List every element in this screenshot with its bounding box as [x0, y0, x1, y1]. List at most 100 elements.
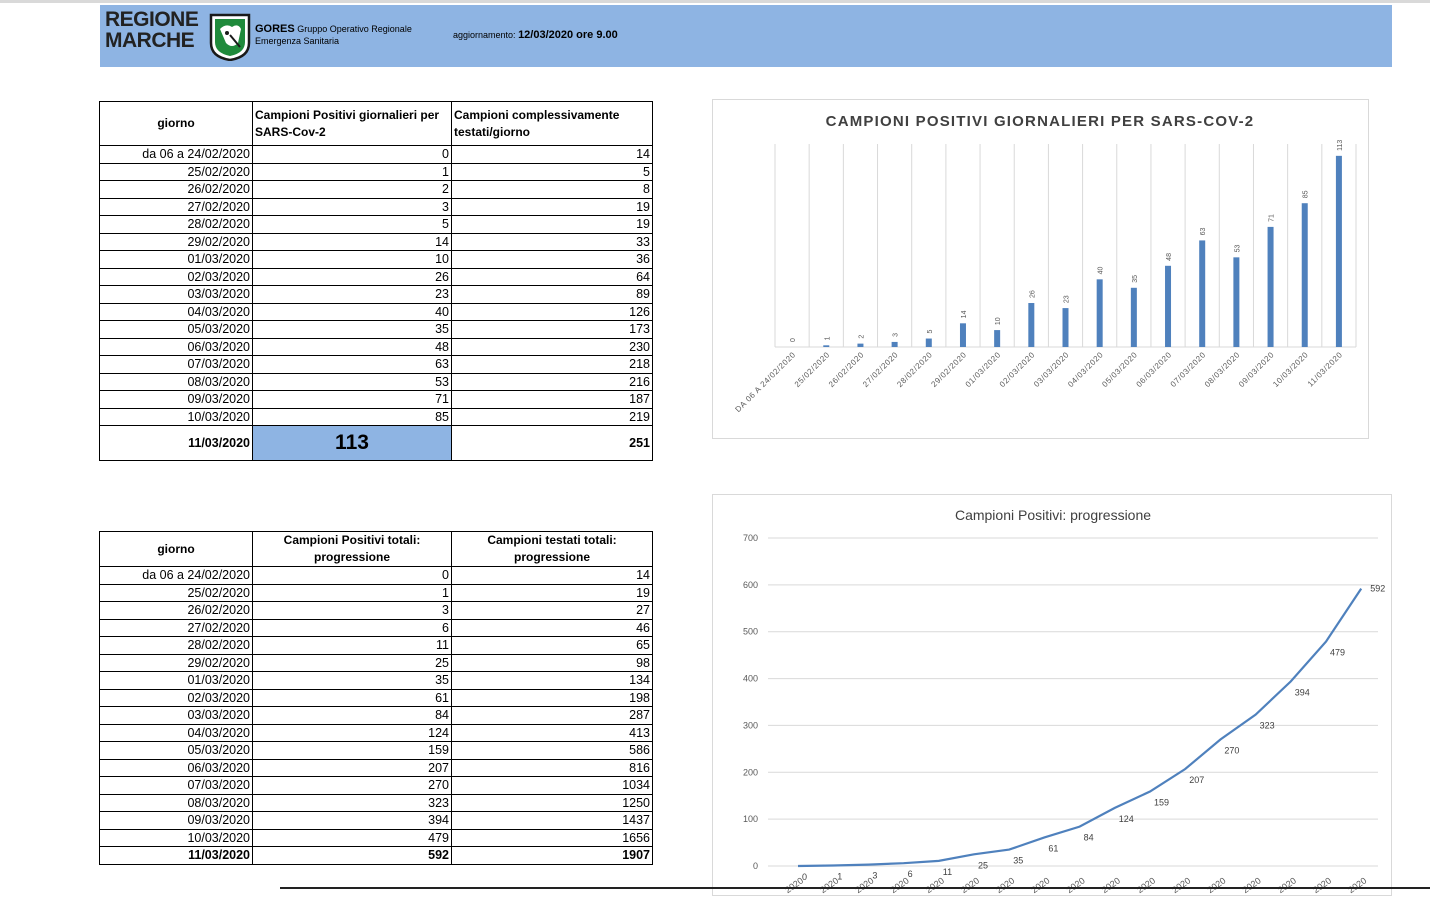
- row-positivi: 270: [252, 776, 452, 795]
- row-date: 29/02/2020: [99, 232, 253, 251]
- row-testati: 14: [451, 145, 653, 164]
- update-info: aggiornamento: 12/03/2020 ore 9.00: [453, 29, 618, 41]
- data-label: 479: [1330, 648, 1345, 658]
- data-label: 25: [978, 860, 988, 870]
- row-date: 04/03/2020: [99, 302, 253, 321]
- x-tick-label: 28/02/2020: [895, 350, 934, 389]
- row-testati: 19: [451, 197, 653, 216]
- table-row: 09/03/2020 394 1437: [99, 811, 653, 830]
- row-positivi: 479: [252, 828, 452, 847]
- row-date: da 06 a 24/02/2020: [99, 145, 253, 164]
- gores-sub2: Emergenza Sanitaria: [255, 36, 340, 46]
- data-label: 6: [908, 869, 913, 879]
- row-testati: 1437: [451, 811, 653, 830]
- data-label: 592: [1370, 584, 1385, 594]
- bar: [857, 343, 864, 347]
- row-positivi: 1: [252, 162, 452, 181]
- row-positivi: 5: [252, 215, 452, 234]
- table-row: 29/02/2020 25 98: [99, 653, 653, 672]
- row-positivi: 159: [252, 741, 452, 760]
- row-testati: 1034: [451, 776, 653, 795]
- data-label: 2: [858, 335, 865, 339]
- x-tick-label: 2020: [1135, 875, 1157, 895]
- row-date: 02/03/2020: [99, 688, 253, 707]
- table-row: 02/03/2020 26 64: [99, 267, 653, 286]
- table-row: 08/03/2020 53 216: [99, 372, 653, 391]
- data-label: 159: [1154, 797, 1169, 807]
- row-date: 04/03/2020: [99, 723, 253, 742]
- data-label: 53: [1234, 244, 1241, 252]
- logo-line1: REGIONE: [105, 8, 199, 31]
- x-tick-label: 2020: [1346, 875, 1368, 895]
- bar: [1267, 226, 1274, 347]
- row-date: 06/03/2020: [99, 337, 253, 356]
- row-positivi: 40: [252, 302, 452, 321]
- row-positivi: 61: [252, 688, 452, 707]
- data-label: 84: [1084, 833, 1094, 843]
- y-tick-label: 0: [753, 861, 758, 871]
- row-date: 28/02/2020: [99, 636, 253, 655]
- table-body: da 06 a 24/02/2020 0 14 25/02/2020 1 5 26/02/2…: [99, 145, 653, 426]
- y-tick-label: 700: [743, 533, 758, 543]
- row-date: 10/03/2020: [99, 407, 253, 426]
- row-positivi: 323: [252, 793, 452, 812]
- bar: [891, 341, 898, 347]
- row-testati: 134: [451, 671, 653, 690]
- row-date: 08/03/2020: [99, 372, 253, 391]
- row-testati: 219: [451, 407, 653, 426]
- row-positivi: 11: [252, 636, 452, 655]
- x-tick-label: 01/03/2020: [964, 350, 1003, 389]
- row-testati: 33: [451, 232, 653, 251]
- col-header-positivi: Campioni Positivi giornalieri per SARS-C…: [252, 101, 452, 146]
- y-tick-label: 500: [743, 627, 758, 637]
- table-row: 29/02/2020 14 33: [99, 232, 653, 251]
- data-label: 124: [1119, 814, 1134, 824]
- x-tick-label: DA 06 A 24/02/2020: [733, 350, 797, 414]
- bar: [1062, 308, 1069, 347]
- row-testati: 230: [451, 337, 653, 356]
- bottom-border: [280, 887, 1430, 889]
- row-positivi: 35: [252, 320, 452, 339]
- row-testati: 216: [451, 372, 653, 391]
- total-testati: 251: [451, 425, 653, 461]
- regione-marche-logo: REGIONE MARCHE: [105, 8, 199, 51]
- col-header-testati-totali: Campioni testati totali: progressione: [451, 531, 653, 567]
- table-row: 01/03/2020 10 36: [99, 250, 653, 269]
- row-date: 01/03/2020: [99, 250, 253, 269]
- bar: [1028, 303, 1035, 347]
- row-testati: 5: [451, 162, 653, 181]
- data-label: 323: [1260, 721, 1275, 731]
- update-label: aggiornamento:: [453, 30, 516, 40]
- table-row: 26/02/2020 3 27: [99, 601, 653, 620]
- data-label: 85: [1303, 190, 1310, 198]
- gores-sub1: Gruppo Operativo Regionale: [297, 24, 412, 34]
- row-date: 08/03/2020: [99, 793, 253, 812]
- row-date: 07/03/2020: [99, 776, 253, 795]
- chart-title: Campioni Positivi: progressione: [955, 507, 1151, 523]
- data-label: 3: [893, 333, 900, 337]
- bar: [1130, 287, 1137, 347]
- row-date: 07/03/2020: [99, 355, 253, 374]
- col-header-positivi-totali: Campioni Positivi totali: progressione: [252, 531, 452, 567]
- data-label: 1: [837, 872, 842, 882]
- data-label: 35: [1132, 275, 1139, 283]
- series-line: [797, 587, 1363, 868]
- row-testati: 89: [451, 285, 653, 304]
- top-border: [0, 0, 1430, 3]
- data-label: 270: [1224, 745, 1239, 755]
- data-label: 5: [927, 330, 934, 334]
- table-row: 08/03/2020 323 1250: [99, 793, 653, 812]
- data-label: 10: [995, 317, 1002, 325]
- table-body: da 06 a 24/02/2020 0 14 25/02/2020 1 19 26/02/…: [99, 566, 653, 847]
- row-date: 01/03/2020: [99, 671, 253, 690]
- row-testati: 198: [451, 688, 653, 707]
- row-positivi: 63: [252, 355, 452, 374]
- y-tick-label: 300: [743, 720, 758, 730]
- x-tick-label: 2020: [1029, 875, 1051, 895]
- bar: [1165, 265, 1172, 347]
- row-testati: 413: [451, 723, 653, 742]
- data-label: 48: [1166, 253, 1173, 261]
- total-positivi: 592: [252, 846, 452, 865]
- table-row: da 06 a 24/02/2020 0 14: [99, 566, 653, 585]
- data-label: 207: [1189, 775, 1204, 785]
